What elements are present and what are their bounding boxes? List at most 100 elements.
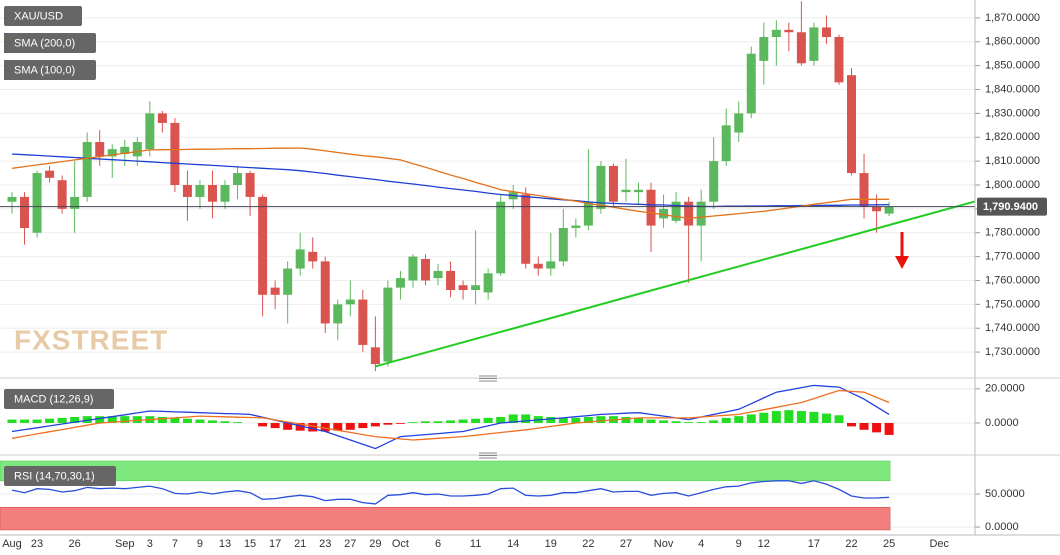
y-tick-label: 1,830.0000 (985, 107, 1040, 119)
x-tick-label: Nov (654, 538, 674, 550)
x-tick-label: Dec (929, 538, 949, 550)
histogram-bar (20, 419, 30, 423)
macd-line (11, 389, 890, 441)
candle-body (634, 189, 643, 193)
histogram-bar (634, 417, 643, 423)
legend-box[interactable] (4, 60, 96, 80)
histogram-bar (821, 413, 831, 423)
x-tick-label: 25 (883, 538, 895, 550)
legend-box[interactable] (4, 6, 82, 26)
histogram-bar (157, 417, 167, 423)
histogram-bar (746, 414, 756, 423)
candle-body (308, 251, 318, 262)
candle-body (57, 180, 67, 209)
histogram-bar (696, 422, 706, 423)
histogram-bar (884, 422, 894, 435)
candle-body (821, 27, 831, 37)
down-arrow (895, 232, 909, 269)
histogram-bar (496, 417, 506, 423)
histogram-bar (872, 422, 882, 433)
histogram-bar (420, 421, 430, 423)
histogram-bar (508, 414, 518, 423)
histogram-bar (220, 421, 230, 423)
pane-grip[interactable] (479, 452, 497, 459)
y-tick-label: 1,780.0000 (985, 227, 1040, 239)
x-tick-label: 23 (319, 538, 331, 550)
candle-body (771, 29, 781, 37)
x-tick-label: Aug (2, 538, 22, 550)
candle-body (195, 184, 205, 197)
candle-body (170, 122, 180, 185)
legend-box[interactable] (4, 389, 114, 409)
candle-body (872, 206, 882, 212)
histogram-bar (233, 422, 243, 423)
histogram-bar (859, 422, 869, 430)
candle-body (659, 208, 669, 219)
candle-body (596, 165, 606, 209)
candle-body (721, 125, 731, 162)
candle-body (132, 142, 142, 157)
y-tick-label: 1,870.0000 (985, 12, 1040, 24)
y-tick-label: 1,850.0000 (985, 60, 1040, 72)
histogram-bar (796, 411, 806, 423)
histogram-bar (446, 420, 456, 423)
legend-label: SMA (100,0) (14, 64, 75, 76)
legend-box[interactable] (4, 466, 116, 486)
x-tick-label: 6 (435, 538, 441, 550)
y-tick-label: 1,840.0000 (985, 83, 1040, 95)
candle-body (483, 273, 493, 293)
candle-body (120, 146, 130, 154)
candle-body (859, 173, 869, 207)
histogram-bar (57, 417, 67, 423)
candle-body (433, 270, 443, 279)
candle-body (283, 268, 293, 295)
histogram-bar (521, 414, 531, 423)
x-tick-label: 21 (294, 538, 306, 550)
candle-body (258, 196, 268, 295)
candle-body (608, 165, 618, 202)
last-price-label: 1,790.9400 (983, 201, 1038, 213)
y-tick-label: 50.0000 (985, 488, 1025, 500)
candle-body (45, 170, 55, 178)
candle-body (420, 258, 430, 281)
candle-body (684, 201, 694, 226)
candle-body (320, 261, 330, 324)
histogram-bar (207, 420, 217, 423)
candle-body (746, 53, 756, 114)
sma-line (11, 147, 890, 220)
candle-body (82, 142, 92, 197)
histogram-bar (383, 422, 393, 425)
y-tick-label: 0.0000 (985, 417, 1019, 429)
candle-body (796, 32, 806, 64)
histogram-bar (408, 422, 418, 423)
candle-body (558, 227, 568, 262)
histogram-bar (847, 422, 857, 427)
candle-body (345, 299, 355, 305)
candle-body (471, 285, 481, 291)
histogram-bar (458, 419, 468, 423)
candle-body (646, 189, 656, 226)
histogram-bar (120, 416, 130, 423)
histogram-bar (107, 416, 117, 423)
histogram-bar (546, 417, 556, 423)
legend-box[interactable] (4, 33, 96, 53)
pane-grip[interactable] (479, 375, 497, 382)
histogram-bar (759, 412, 769, 423)
candle-body (145, 113, 155, 150)
histogram-bar (583, 417, 593, 423)
candle-body (446, 270, 456, 291)
x-tick-label: 15 (244, 538, 256, 550)
candle-body (621, 189, 631, 193)
histogram-bar (45, 418, 55, 423)
legend-label: XAU/USD (14, 10, 63, 22)
histogram-bar (370, 422, 380, 427)
histogram-bar (684, 422, 694, 423)
histogram-bar (170, 417, 180, 423)
x-tick-label: 17 (808, 538, 820, 550)
x-tick-label: 12 (758, 538, 770, 550)
histogram-bar (483, 417, 493, 423)
y-tick-label: 1,730.0000 (985, 346, 1040, 358)
overbought-band (0, 460, 891, 482)
last-price-box (977, 197, 1047, 216)
y-tick-label: 0.0000 (985, 521, 1019, 533)
